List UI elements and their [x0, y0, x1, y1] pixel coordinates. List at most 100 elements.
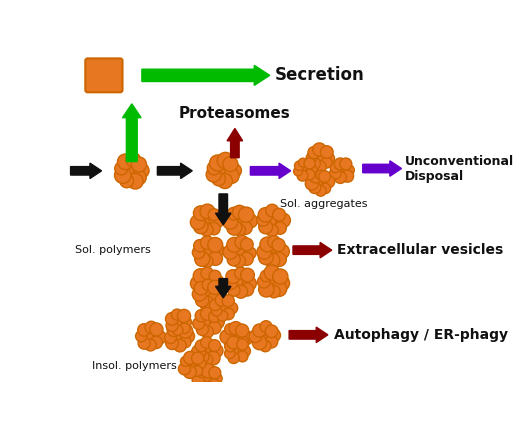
Circle shape — [202, 287, 214, 298]
Circle shape — [232, 205, 246, 219]
Circle shape — [276, 213, 290, 227]
Circle shape — [120, 159, 144, 183]
Circle shape — [311, 173, 330, 191]
Circle shape — [195, 251, 210, 266]
Circle shape — [334, 158, 346, 170]
Circle shape — [306, 152, 317, 163]
Circle shape — [226, 270, 240, 284]
Circle shape — [173, 325, 183, 335]
FancyArrow shape — [142, 65, 270, 85]
Circle shape — [320, 146, 333, 158]
Circle shape — [228, 207, 241, 220]
Circle shape — [309, 181, 321, 193]
Circle shape — [252, 335, 267, 350]
Circle shape — [236, 336, 249, 348]
Circle shape — [230, 272, 251, 293]
Circle shape — [126, 152, 141, 167]
Circle shape — [192, 352, 204, 364]
Circle shape — [197, 341, 218, 361]
Circle shape — [235, 236, 249, 249]
Circle shape — [201, 364, 215, 378]
Circle shape — [260, 321, 272, 332]
Text: Autophagy / ER-phagy: Autophagy / ER-phagy — [334, 328, 508, 342]
Circle shape — [165, 313, 178, 325]
Circle shape — [206, 167, 221, 182]
Circle shape — [313, 143, 326, 156]
Circle shape — [217, 173, 232, 189]
Circle shape — [131, 157, 147, 172]
Text: Sol. polymers: Sol. polymers — [75, 245, 151, 255]
Circle shape — [211, 159, 235, 183]
Circle shape — [259, 220, 272, 234]
Circle shape — [230, 210, 251, 232]
Circle shape — [311, 148, 330, 167]
Circle shape — [166, 319, 178, 332]
FancyArrow shape — [227, 128, 243, 158]
Circle shape — [196, 294, 209, 307]
Circle shape — [227, 163, 242, 178]
Circle shape — [297, 170, 308, 181]
Circle shape — [196, 323, 209, 335]
Circle shape — [170, 313, 188, 332]
Circle shape — [217, 152, 234, 169]
Circle shape — [259, 250, 273, 265]
Circle shape — [262, 210, 284, 232]
Circle shape — [304, 158, 315, 169]
Circle shape — [174, 339, 186, 352]
Circle shape — [274, 222, 286, 234]
Circle shape — [260, 237, 275, 252]
Circle shape — [228, 353, 239, 363]
Circle shape — [201, 256, 213, 268]
Circle shape — [181, 317, 192, 327]
FancyArrow shape — [215, 194, 231, 225]
Circle shape — [294, 167, 302, 176]
Circle shape — [192, 374, 204, 386]
Circle shape — [272, 208, 285, 221]
Circle shape — [232, 254, 245, 268]
FancyBboxPatch shape — [85, 58, 123, 92]
Circle shape — [239, 221, 252, 234]
Circle shape — [208, 292, 221, 306]
Circle shape — [316, 170, 326, 180]
Circle shape — [223, 245, 237, 259]
Circle shape — [171, 309, 182, 320]
Circle shape — [305, 177, 318, 190]
Circle shape — [265, 253, 280, 268]
Circle shape — [275, 244, 289, 259]
Circle shape — [262, 241, 284, 263]
Circle shape — [200, 307, 213, 320]
Circle shape — [194, 350, 209, 364]
Circle shape — [241, 268, 254, 282]
Circle shape — [178, 363, 191, 375]
Circle shape — [341, 170, 354, 182]
Circle shape — [209, 251, 222, 266]
Circle shape — [179, 323, 190, 333]
Text: Disposal: Disposal — [405, 170, 465, 183]
FancyArrow shape — [158, 163, 192, 178]
Circle shape — [313, 160, 326, 173]
Circle shape — [272, 239, 285, 251]
Circle shape — [135, 330, 147, 342]
Circle shape — [197, 241, 218, 263]
Circle shape — [197, 284, 218, 304]
Circle shape — [115, 162, 128, 175]
Circle shape — [145, 321, 158, 334]
Text: Sol. aggregates: Sol. aggregates — [280, 199, 368, 209]
Circle shape — [209, 311, 220, 322]
Circle shape — [201, 354, 213, 366]
Circle shape — [267, 329, 281, 342]
Circle shape — [208, 238, 223, 252]
Circle shape — [210, 314, 225, 329]
Circle shape — [306, 164, 317, 175]
FancyArrow shape — [363, 161, 402, 176]
Circle shape — [194, 281, 208, 295]
Circle shape — [265, 335, 278, 348]
Circle shape — [220, 330, 234, 344]
Circle shape — [192, 345, 205, 359]
Circle shape — [226, 302, 238, 314]
Circle shape — [202, 381, 215, 394]
Circle shape — [258, 208, 273, 222]
Circle shape — [117, 154, 133, 169]
Circle shape — [310, 170, 322, 183]
Circle shape — [262, 272, 284, 293]
